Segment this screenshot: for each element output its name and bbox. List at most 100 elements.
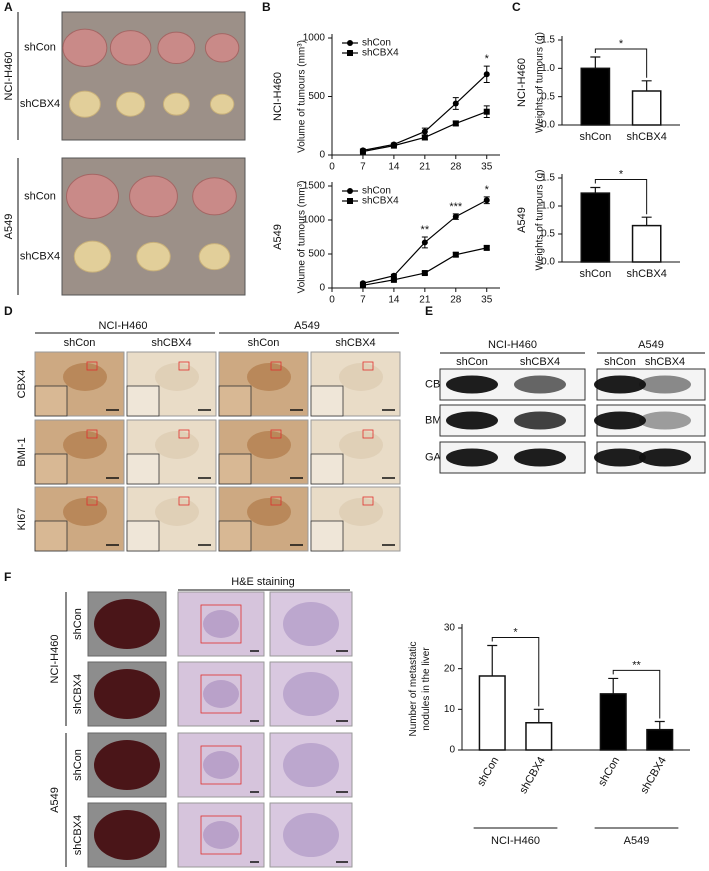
y-tick-label: 30	[444, 623, 456, 634]
group-label: shCBX4	[645, 356, 685, 368]
blot-band	[514, 448, 566, 467]
roi-box	[200, 745, 242, 785]
cell-line-label: NCI-H460	[488, 339, 537, 351]
point	[390, 276, 397, 283]
liver	[94, 669, 160, 719]
x-tick-label: shCBX4	[638, 755, 669, 796]
blot-band	[446, 375, 498, 394]
group-label: shCon	[24, 190, 56, 202]
series-line	[362, 247, 487, 286]
y-tick-label: 0	[319, 283, 325, 294]
point	[359, 148, 366, 155]
bar	[525, 722, 553, 751]
tumour	[73, 240, 112, 273]
error-bar	[533, 708, 544, 723]
roi-box	[200, 815, 242, 855]
bar	[599, 693, 627, 751]
panel-letter: C	[512, 0, 521, 14]
error-bar	[608, 677, 619, 694]
point	[359, 282, 366, 289]
roi-box	[270, 361, 282, 371]
x-tick-label: 0	[329, 295, 335, 306]
ihc-stain	[339, 363, 383, 391]
panel-letter: E	[425, 304, 433, 318]
significance: *	[619, 38, 624, 50]
y-tick-label: 10	[444, 704, 456, 715]
legend-label: shCBX4	[362, 48, 399, 59]
tumour	[62, 28, 108, 68]
bar	[580, 67, 611, 126]
he-lesion	[203, 821, 239, 849]
blot-band	[514, 411, 566, 430]
ihc-inset	[218, 520, 252, 552]
x-tick-label: 7	[360, 295, 366, 306]
blot-band	[594, 375, 646, 394]
he-lesion	[283, 813, 339, 857]
side-label: NCI-H460	[272, 72, 284, 121]
y-tick-label: 0.5	[541, 229, 555, 240]
he-lesion	[203, 680, 239, 708]
marker-label: KI67	[16, 508, 28, 531]
x-tick-label: shCBX4	[517, 755, 548, 796]
y-tick-label: 1.0	[541, 63, 555, 74]
ihc-inset	[218, 453, 252, 485]
group-label: shCBX4	[335, 337, 375, 349]
ihc-stain	[247, 363, 291, 391]
tumour	[66, 173, 119, 219]
significance-bracket	[594, 179, 648, 215]
he-lesion	[203, 751, 239, 779]
legend-marker	[347, 188, 353, 194]
x-tick-label: 14	[388, 162, 400, 173]
significance: **	[421, 224, 430, 236]
point	[483, 108, 490, 115]
error-bar	[590, 186, 601, 194]
group-label: shCBX4	[520, 356, 560, 368]
roi-box	[270, 496, 282, 506]
significance: *	[485, 53, 490, 65]
legend-marker	[347, 198, 353, 204]
liver	[94, 740, 160, 790]
x-tick-label: shCon	[596, 755, 622, 789]
point	[421, 270, 428, 277]
significance-bracket	[594, 48, 648, 78]
blot-band	[446, 411, 498, 430]
error-bar	[654, 720, 665, 730]
roi-box	[270, 429, 282, 439]
roi-box	[200, 674, 242, 714]
significance-bracket	[612, 669, 661, 719]
y-axis-label: Volume of tumours (mm³)	[297, 181, 308, 294]
significance-bracket	[491, 636, 540, 707]
x-tick-label: 0	[329, 162, 335, 173]
he-lesion	[203, 610, 239, 638]
significance: *	[619, 168, 624, 180]
ihc-stain	[247, 498, 291, 526]
blot-band	[594, 411, 646, 430]
error-bar	[641, 80, 652, 91]
bar	[478, 675, 506, 751]
tumour	[157, 31, 196, 65]
point	[421, 134, 428, 141]
y-axis-label: Number of metastatic	[408, 641, 419, 736]
group-label: shCon	[604, 356, 636, 368]
group-label: shCBX4	[20, 251, 60, 263]
group-label: shCon	[72, 749, 84, 781]
section-header: H&E staining	[231, 576, 295, 588]
legend-label: shCon	[362, 186, 391, 197]
significance: ***	[449, 201, 463, 213]
roi-box	[200, 604, 242, 644]
legend-label: shCBX4	[362, 196, 399, 207]
legend-label: shCon	[362, 38, 391, 49]
cell-line-label: A549	[49, 787, 61, 813]
x-tick-label: 35	[481, 162, 493, 173]
ihc-stain	[155, 363, 199, 391]
x-tick-label: 21	[419, 295, 431, 306]
point	[452, 213, 459, 220]
y-axis-label: Volume of tumours (mm³)	[297, 40, 308, 153]
cell-line-label: A549	[3, 214, 15, 240]
roi-box	[178, 496, 190, 506]
side-label: NCI-H460	[516, 58, 528, 107]
ihc-inset	[126, 385, 160, 417]
point	[421, 239, 428, 246]
he-lesion	[283, 672, 339, 716]
marker-label: CBX4	[16, 370, 28, 399]
